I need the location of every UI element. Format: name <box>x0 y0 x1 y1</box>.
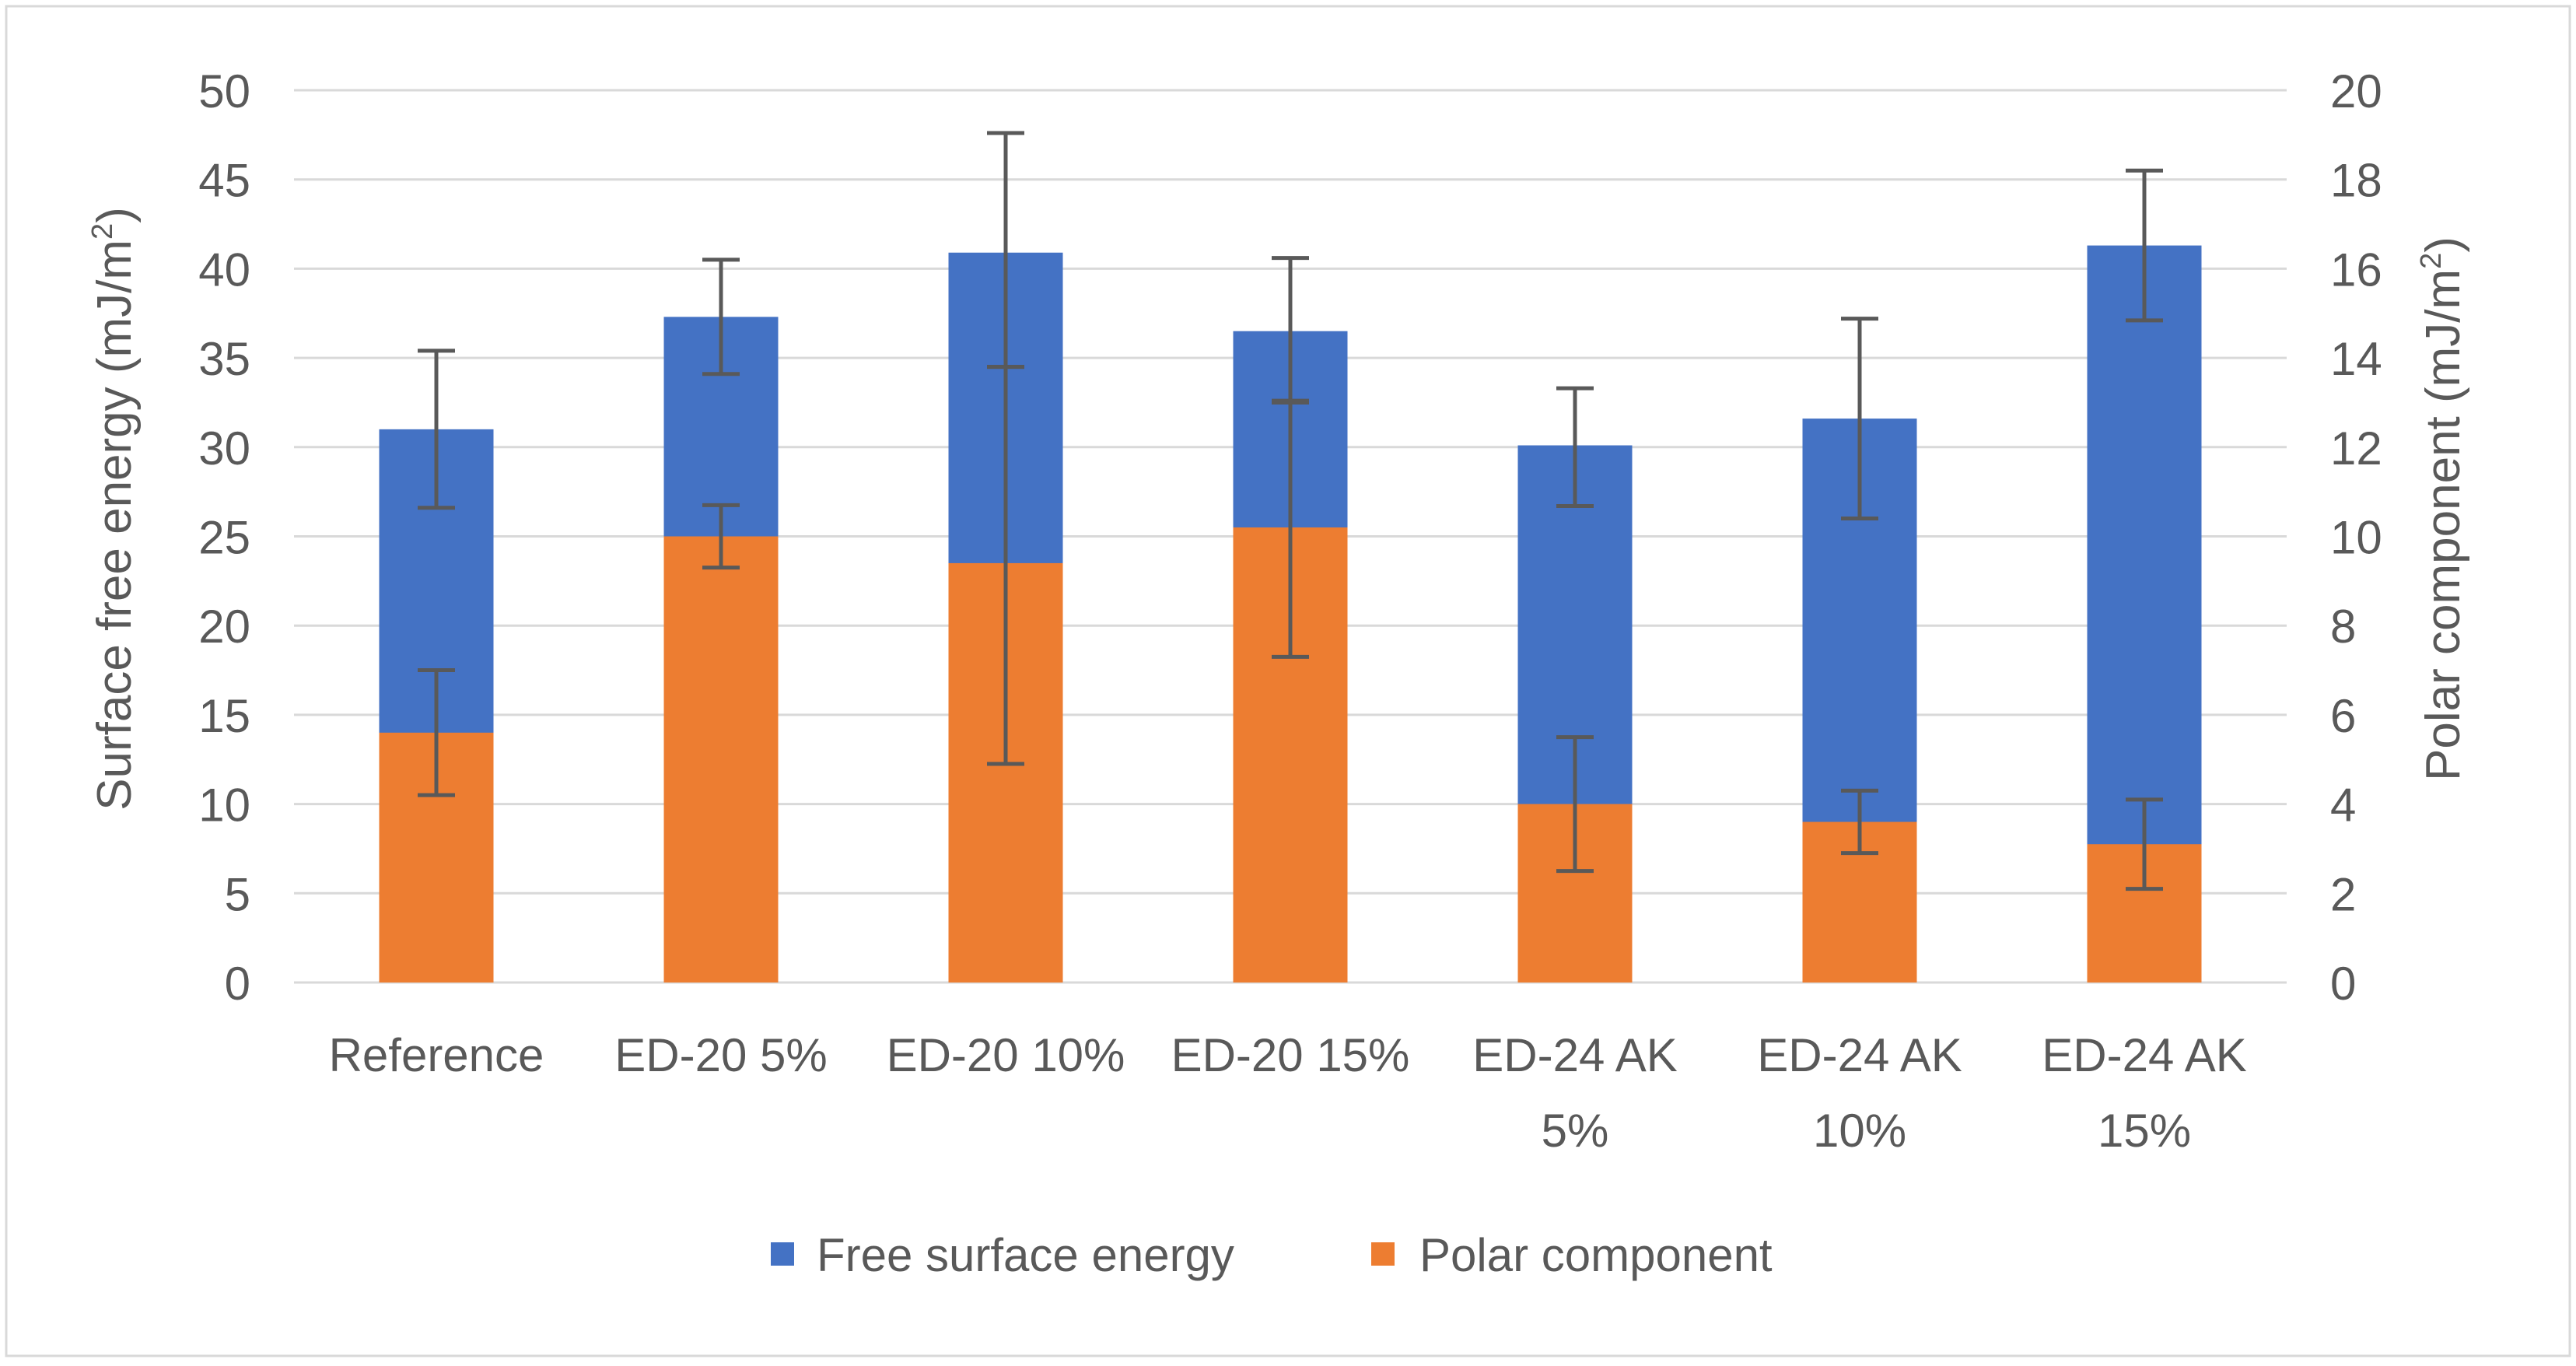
legend: Free surface energy Polar component <box>771 1229 1773 1281</box>
left-axis-tick-label: 50 <box>198 65 250 117</box>
legend-swatch-polar-component <box>1371 1242 1395 1266</box>
left-axis-tick-label: 30 <box>198 422 250 475</box>
error-bars <box>418 131 2163 891</box>
left-axis-tick-label: 0 <box>225 958 250 1010</box>
left-axis-ticks: 0 5 10 15 20 25 30 35 40 45 50 <box>198 65 250 1010</box>
category-label: Reference <box>329 1029 544 1081</box>
left-axis-title: Surface free energy (mJ/m2) <box>86 207 142 811</box>
right-axis-tick-label: 10 <box>2330 512 2382 564</box>
right-axis-tick-label: 14 <box>2330 333 2382 385</box>
category-label: 15% <box>2098 1105 2191 1157</box>
left-axis-tick-label: 25 <box>198 512 250 564</box>
category-label: 10% <box>1813 1105 1906 1157</box>
category-label: ED-20 10% <box>887 1029 1125 1081</box>
right-axis-tick-label: 12 <box>2330 422 2382 475</box>
left-axis-tick-label: 5 <box>225 868 250 920</box>
right-axis-tick-label: 20 <box>2330 65 2382 117</box>
legend-label-polar-component: Polar component <box>1419 1229 1773 1281</box>
right-axis-tick-label: 16 <box>2330 243 2382 296</box>
left-axis-tick-label: 45 <box>198 155 250 207</box>
category-label: ED-20 15% <box>1171 1029 1410 1081</box>
right-axis-tick-label: 8 <box>2330 601 2356 653</box>
left-axis-tick-label: 20 <box>198 601 250 653</box>
right-axis-title: Polar component (mJ/m2) <box>2415 236 2470 781</box>
left-axis-tick-label: 10 <box>198 779 250 832</box>
bar-polar-component <box>663 536 779 982</box>
category-label: ED-24 AK <box>1757 1029 1962 1081</box>
category-label: ED-24 AK <box>1472 1029 1677 1081</box>
left-axis-tick-label: 15 <box>198 690 250 742</box>
right-axis-tick-label: 18 <box>2330 155 2382 207</box>
category-label: ED-20 5% <box>614 1029 827 1081</box>
right-axis-tick-label: 0 <box>2330 958 2356 1010</box>
legend-swatch-free-surface-energy <box>771 1242 794 1266</box>
category-labels: Reference ED-20 5% ED-20 10% ED-20 15% ED-24… <box>329 1029 2247 1157</box>
right-axis-tick-label: 2 <box>2330 868 2356 920</box>
right-axis-tick-label: 4 <box>2330 779 2356 832</box>
category-label: 5% <box>1542 1105 1609 1157</box>
right-axis-tick-label: 6 <box>2330 690 2356 742</box>
category-label: ED-24 AK <box>2042 1029 2246 1081</box>
right-axis-ticks: 0 2 4 6 8 10 12 14 16 18 20 <box>2330 65 2382 1010</box>
left-axis-tick-label: 35 <box>198 333 250 385</box>
legend-label-free-surface-energy: Free surface energy <box>817 1229 1234 1281</box>
left-axis-tick-label: 40 <box>198 243 250 296</box>
